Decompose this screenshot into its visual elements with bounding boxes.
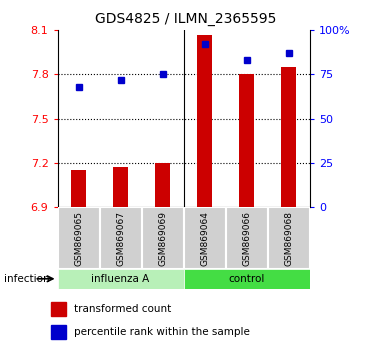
Text: GSM869066: GSM869066 xyxy=(242,211,251,266)
Bar xyxy=(71,170,86,207)
Bar xyxy=(58,207,99,269)
Text: infection: infection xyxy=(4,274,49,284)
Text: percentile rank within the sample: percentile rank within the sample xyxy=(74,327,250,337)
Text: GSM869065: GSM869065 xyxy=(74,211,83,266)
Text: GSM869064: GSM869064 xyxy=(200,211,209,266)
Bar xyxy=(197,34,212,207)
Text: GDS4825 / ILMN_2365595: GDS4825 / ILMN_2365595 xyxy=(95,12,276,27)
Bar xyxy=(58,269,184,289)
Bar xyxy=(142,207,184,269)
Text: transformed count: transformed count xyxy=(74,304,171,314)
Text: influenza A: influenza A xyxy=(91,274,150,284)
Bar xyxy=(155,163,170,207)
Bar xyxy=(239,74,254,207)
Bar xyxy=(282,67,296,207)
Bar xyxy=(226,207,268,269)
Text: GSM869068: GSM869068 xyxy=(284,211,293,266)
Bar xyxy=(184,207,226,269)
Text: GSM869069: GSM869069 xyxy=(158,211,167,266)
Bar xyxy=(50,325,66,339)
Bar xyxy=(99,207,142,269)
Bar xyxy=(184,269,310,289)
Bar xyxy=(113,167,128,207)
Bar xyxy=(268,207,310,269)
Bar xyxy=(50,302,66,316)
Text: control: control xyxy=(229,274,265,284)
Text: GSM869067: GSM869067 xyxy=(116,211,125,266)
